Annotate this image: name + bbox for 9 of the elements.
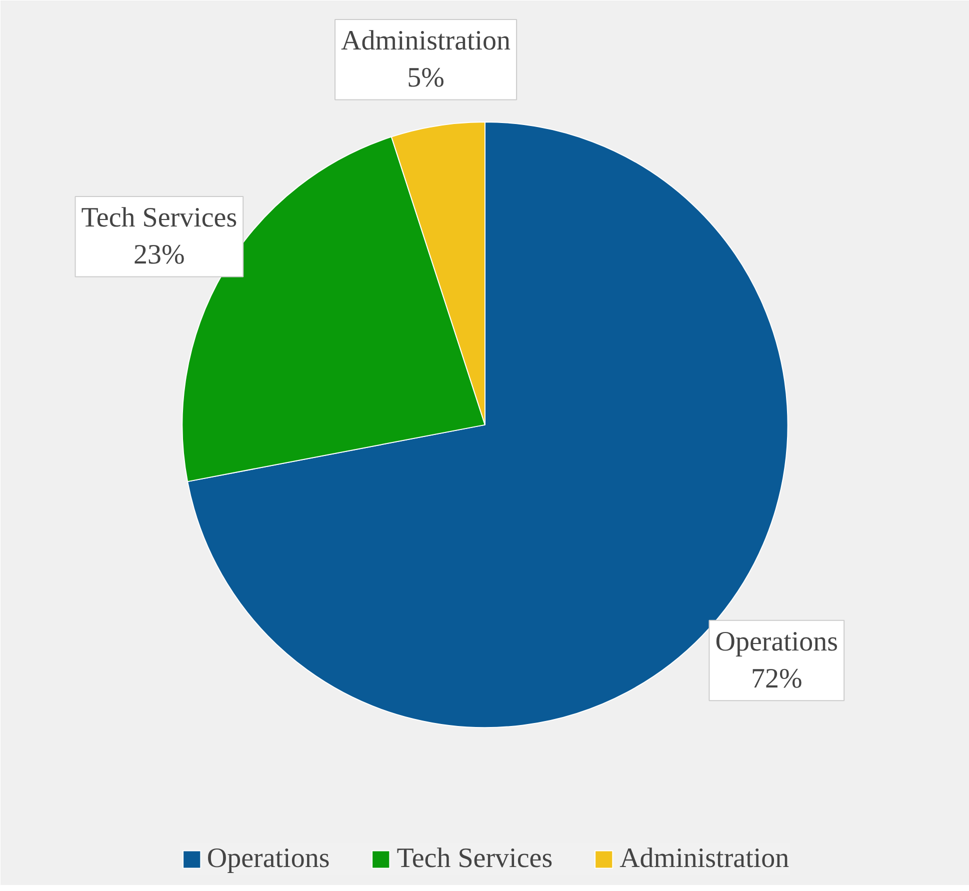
legend-label: Administration	[620, 843, 790, 875]
legend-label: Tech Services	[396, 843, 553, 875]
legend-label: Operations	[206, 843, 330, 875]
data-label: 5%	[407, 62, 444, 94]
slice-label: Tech Services	[81, 202, 238, 234]
data-label: 23%	[134, 240, 185, 271]
slice-label: Operations	[715, 626, 838, 658]
slice-label: Administration	[341, 26, 511, 57]
data-label: 72%	[750, 664, 802, 695]
